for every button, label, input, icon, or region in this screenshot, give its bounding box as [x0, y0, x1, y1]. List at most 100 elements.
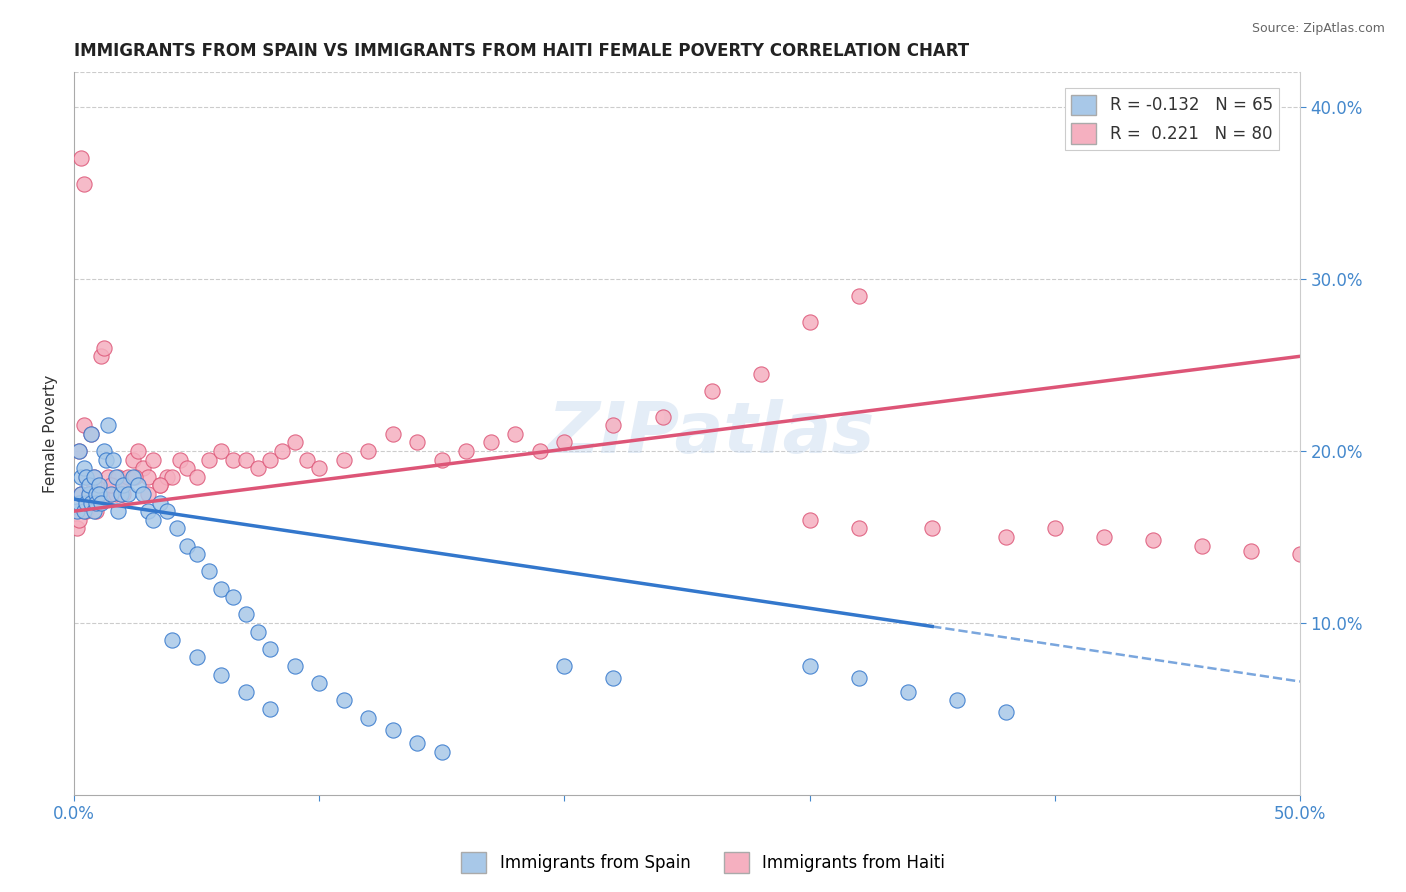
Point — [406, 435, 429, 450]
Point — [651, 409, 673, 424]
Point — [1289, 547, 1312, 561]
Point — [141, 452, 163, 467]
Point — [84, 487, 107, 501]
Point — [271, 444, 294, 458]
Point — [945, 693, 967, 707]
Point — [209, 444, 232, 458]
Point — [83, 504, 105, 518]
Point — [122, 452, 145, 467]
Point — [246, 624, 269, 639]
Point — [80, 426, 103, 441]
Point — [799, 513, 821, 527]
Point — [70, 469, 93, 483]
Point — [117, 469, 139, 483]
Point — [186, 650, 208, 665]
Point — [259, 641, 281, 656]
Point — [169, 452, 191, 467]
Point — [94, 487, 117, 501]
Point — [132, 487, 155, 501]
Text: ZIPatlas: ZIPatlas — [548, 400, 875, 468]
Point — [1142, 533, 1164, 548]
Point — [259, 452, 281, 467]
Point — [357, 444, 380, 458]
Point — [176, 539, 198, 553]
Point — [80, 426, 103, 441]
Point — [75, 495, 97, 509]
Point — [156, 469, 179, 483]
Point — [602, 418, 624, 433]
Point — [107, 469, 129, 483]
Point — [97, 469, 120, 483]
Point — [897, 685, 920, 699]
Point — [235, 685, 257, 699]
Point — [136, 487, 159, 501]
Point — [198, 452, 221, 467]
Point — [1191, 539, 1213, 553]
Point — [73, 461, 96, 475]
Point — [456, 444, 478, 458]
Point — [87, 478, 110, 492]
Point — [357, 711, 380, 725]
Point — [479, 435, 502, 450]
Point — [112, 478, 135, 492]
Point — [90, 495, 112, 509]
Point — [994, 706, 1017, 720]
Legend: R = -0.132   N = 65, R =  0.221   N = 80: R = -0.132 N = 65, R = 0.221 N = 80 — [1064, 88, 1279, 151]
Point — [333, 452, 356, 467]
Point — [149, 495, 172, 509]
Point — [70, 487, 93, 501]
Point — [430, 452, 453, 467]
Point — [799, 659, 821, 673]
Point — [149, 478, 172, 492]
Point — [136, 469, 159, 483]
Point — [166, 521, 188, 535]
Point — [83, 469, 105, 483]
Text: Source: ZipAtlas.com: Source: ZipAtlas.com — [1251, 22, 1385, 36]
Point — [70, 152, 93, 166]
Point — [308, 461, 330, 475]
Point — [93, 444, 115, 458]
Point — [284, 435, 307, 450]
Point — [77, 487, 100, 501]
Point — [1043, 521, 1066, 535]
Point — [141, 513, 163, 527]
Point — [284, 659, 307, 673]
Point — [209, 582, 232, 596]
Point — [103, 452, 125, 467]
Point — [100, 487, 122, 501]
Point — [67, 495, 90, 509]
Point — [529, 444, 551, 458]
Point — [235, 607, 257, 622]
Point — [117, 487, 139, 501]
Point — [132, 461, 155, 475]
Point — [333, 693, 356, 707]
Point — [308, 676, 330, 690]
Point — [87, 487, 110, 501]
Point — [97, 418, 120, 433]
Y-axis label: Female Poverty: Female Poverty — [44, 375, 58, 493]
Point — [156, 504, 179, 518]
Point — [430, 745, 453, 759]
Point — [209, 667, 232, 681]
Point — [505, 426, 527, 441]
Point — [186, 469, 208, 483]
Point — [107, 504, 129, 518]
Point — [83, 478, 105, 492]
Point — [77, 478, 100, 492]
Point — [553, 659, 575, 673]
Point — [73, 418, 96, 433]
Point — [100, 478, 122, 492]
Point — [75, 504, 97, 518]
Point — [235, 452, 257, 467]
Point — [103, 478, 125, 492]
Point — [848, 289, 870, 303]
Point — [553, 435, 575, 450]
Point — [90, 349, 112, 363]
Point — [73, 504, 96, 518]
Point — [222, 591, 245, 605]
Point — [104, 469, 127, 483]
Point — [246, 461, 269, 475]
Point — [70, 487, 93, 501]
Point — [381, 426, 404, 441]
Point — [77, 487, 100, 501]
